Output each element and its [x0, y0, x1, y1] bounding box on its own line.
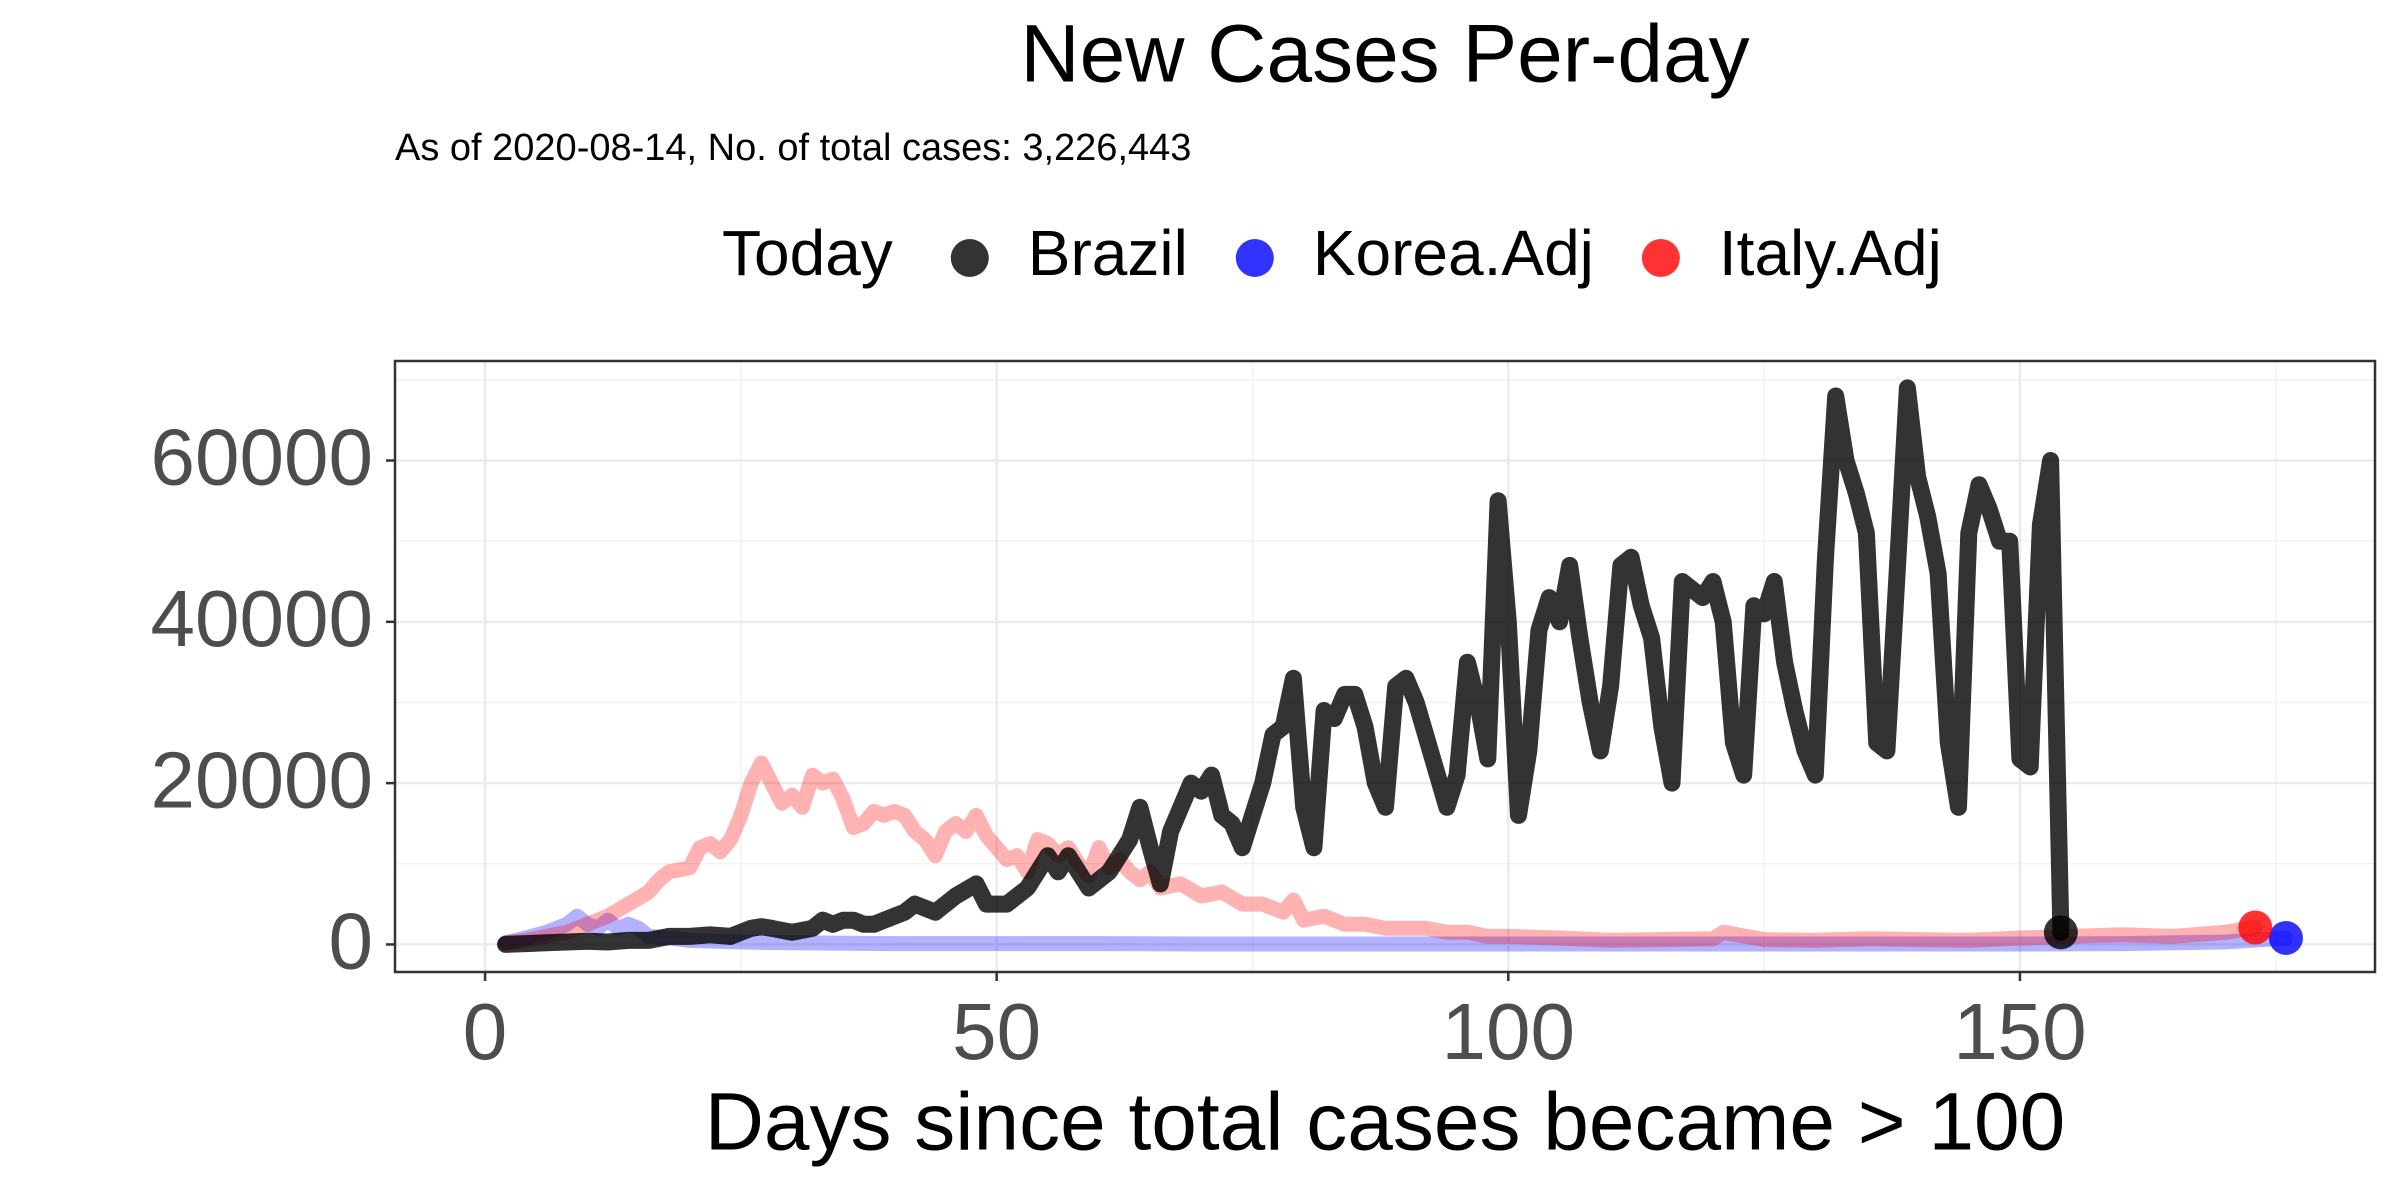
- legend-title: Today: [722, 217, 893, 289]
- y-tick-label: 0: [329, 897, 374, 986]
- legend-label: Korea.Adj: [1313, 217, 1594, 289]
- legend-label: Brazil: [1028, 217, 1188, 289]
- legend: Today Brazil Korea.Adj Italy.Adj: [722, 217, 1942, 289]
- x-tick-label: 100: [1442, 987, 1575, 1076]
- y-tick-label: 60000: [151, 413, 373, 502]
- x-axis-title: Days since total cases became > 100: [705, 1077, 2066, 1168]
- legend-marker: [1641, 239, 1680, 277]
- today-point: [2238, 910, 2273, 945]
- series-line: [497, 379, 2070, 953]
- today-point: [2268, 920, 2303, 955]
- y-tick-label: 20000: [151, 735, 373, 824]
- chart-subtitle: As of 2020-08-14, No. of total cases: 3,…: [395, 127, 1191, 169]
- y-tick-label: 40000: [151, 574, 373, 663]
- legend-marker: [1235, 239, 1274, 277]
- series-line: [498, 908, 2294, 952]
- x-tick-label: 0: [463, 987, 508, 1076]
- chart-title: New Cases Per-day: [1020, 9, 1749, 100]
- series-line: [498, 755, 2263, 951]
- plot-border: [393, 359, 2377, 974]
- x-tick-label: 150: [1953, 987, 2086, 1076]
- legend-marker: [950, 239, 989, 277]
- legend-label: Italy.Adj: [1719, 217, 1942, 289]
- today-point: [2043, 915, 2078, 950]
- plot-area: 0 20000 40000 60000 0 50 100 150: [151, 361, 2375, 1076]
- x-tick-label: 50: [952, 987, 1041, 1076]
